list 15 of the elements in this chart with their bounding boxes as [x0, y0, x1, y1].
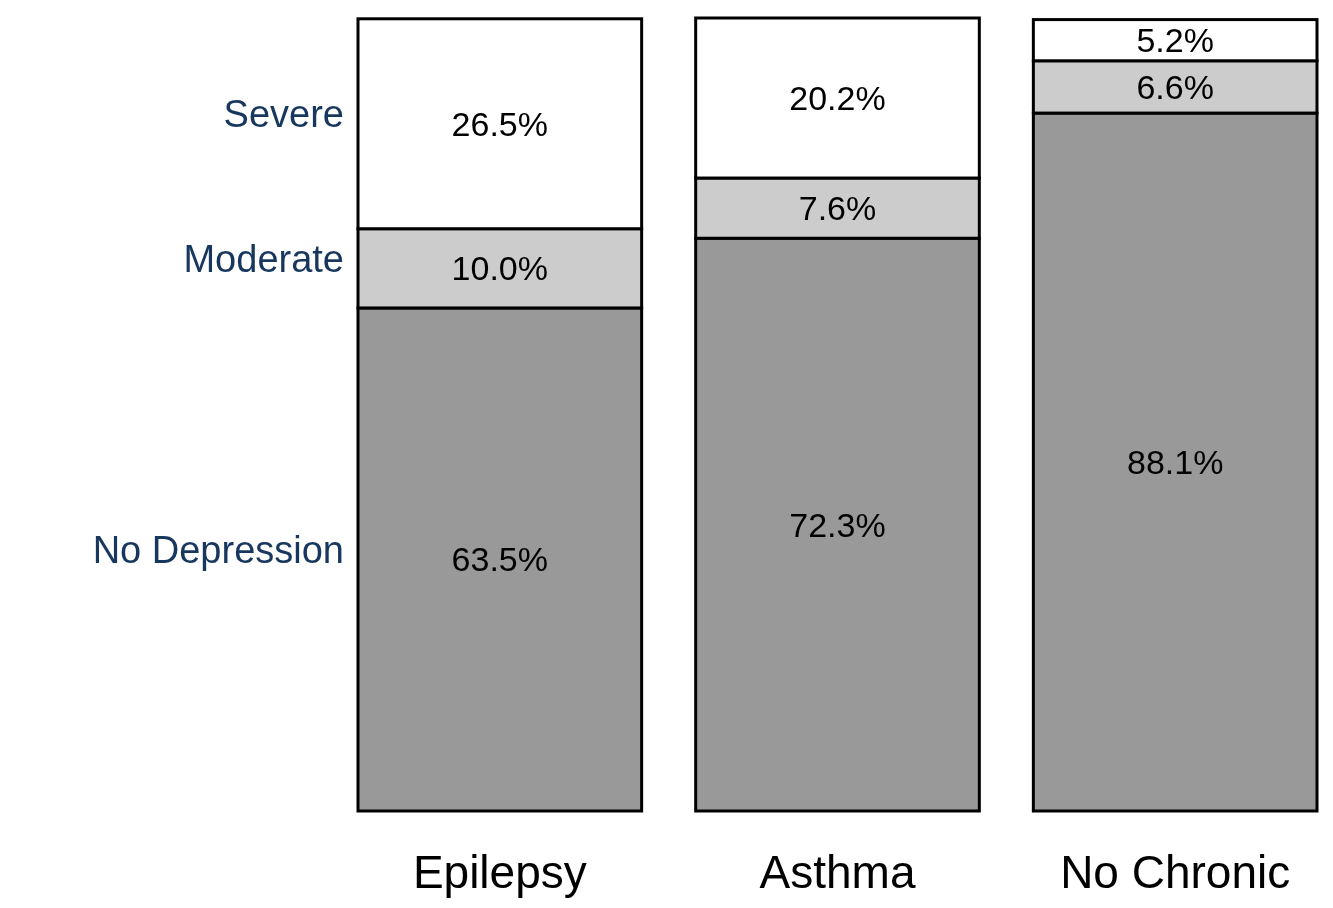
x-tick-label: Epilepsy [412, 846, 587, 898]
data-label: 72.3% [789, 505, 886, 544]
data-label: 10.0% [451, 249, 549, 288]
series-label: Moderate [183, 237, 344, 280]
data-label: 7.6% [798, 189, 877, 228]
x-tick-label: No Chronic [1060, 846, 1291, 898]
data-label: 20.2% [789, 78, 886, 117]
series-label: Severe [223, 93, 344, 136]
data-label: 63.5% [451, 540, 549, 579]
data-label: 6.6% [1136, 67, 1214, 106]
data-label: 5.2% [1136, 21, 1214, 60]
data-label: 88.1% [1126, 442, 1224, 481]
x-tick-label: Asthma [759, 846, 916, 898]
series-label: No Depression [92, 528, 344, 571]
data-label: 26.5% [451, 104, 549, 143]
